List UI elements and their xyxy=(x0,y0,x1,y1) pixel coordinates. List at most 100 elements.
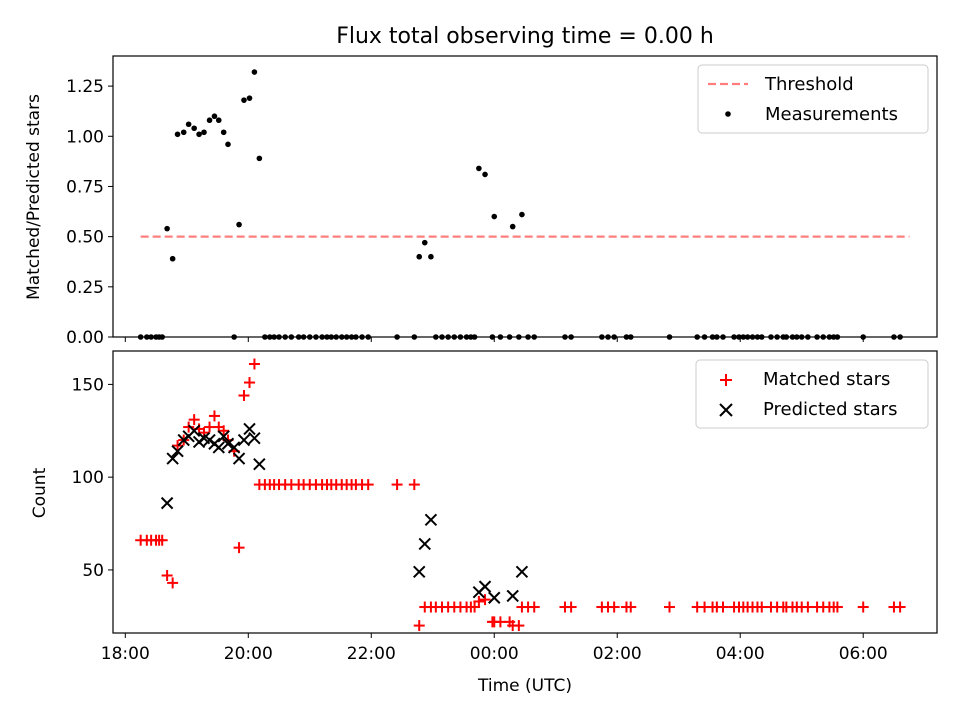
matched-star-marker xyxy=(208,410,220,422)
predicted-star-marker xyxy=(413,565,426,578)
predicted-star-marker xyxy=(237,433,251,447)
top-legend: Threshold Measurements xyxy=(697,64,929,134)
measurement-point xyxy=(191,125,197,132)
measurement-point xyxy=(169,255,176,262)
matched-star-marker xyxy=(469,601,481,613)
measurements-legend-swatch xyxy=(725,111,731,117)
matched-star-marker xyxy=(894,601,906,613)
predicted-star-stroke-b xyxy=(232,452,246,465)
matched-star-marker xyxy=(664,601,676,613)
predicted-star-marker xyxy=(232,452,246,465)
predicted-star-stroke-b xyxy=(212,441,225,454)
predicted-star-stroke-b xyxy=(227,441,241,454)
top-ytick-label: 0.25 xyxy=(66,278,104,298)
bottom-xtick-label: 22:00 xyxy=(347,644,396,664)
top-ytick-label: 0.50 xyxy=(66,228,104,248)
matched-star-marker xyxy=(408,479,420,491)
predicted-star-marker xyxy=(217,430,230,443)
x-axis-label: Time (UTC) xyxy=(477,676,572,696)
top-ytick-label: 0.00 xyxy=(66,328,104,348)
matched-star-marker xyxy=(172,440,184,452)
predicted-star-marker xyxy=(227,441,241,454)
matched-star-marker xyxy=(802,601,814,613)
predicted-star-marker xyxy=(212,441,225,454)
measurement-point xyxy=(236,221,242,228)
top-ytick-label: 1.00 xyxy=(66,127,104,147)
matched-star-marker xyxy=(756,601,768,613)
measurement-point xyxy=(174,131,181,138)
predicted-star-marker xyxy=(171,444,184,458)
predicted-star-stroke-b xyxy=(221,437,235,450)
predicted-star-stroke-b xyxy=(243,422,256,436)
measurement-point xyxy=(211,113,218,120)
matched-star-marker xyxy=(413,620,425,632)
predicted-star-stroke-b xyxy=(166,452,179,465)
predicted-legend-label: Predicted stars xyxy=(763,399,897,420)
top-x-axis-ticks xyxy=(124,337,864,342)
predicted-star-stroke-b xyxy=(171,444,184,458)
bottom-xtick-label: 06:00 xyxy=(839,644,888,664)
measurement-point xyxy=(220,129,227,136)
measurement-point xyxy=(164,225,170,232)
matched-star-marker xyxy=(183,421,195,433)
matched-star-marker xyxy=(473,595,485,607)
bottom-ytick-label: 150 xyxy=(72,375,104,395)
measurement-point xyxy=(416,253,423,260)
predicted-star-stroke-b xyxy=(248,431,261,445)
matched-star-marker xyxy=(167,577,179,589)
matched-star-marker xyxy=(565,601,577,613)
measurement-point xyxy=(256,155,263,162)
bottom-xtick-label: 20:00 xyxy=(224,644,273,664)
threshold-legend-label: Threshold xyxy=(764,74,854,95)
measurement-point xyxy=(509,223,516,230)
predicted-star-stroke-b xyxy=(418,537,431,551)
predicted-star-stroke-b xyxy=(424,513,438,527)
bottom-axes-frame xyxy=(112,350,938,634)
matched-star-marker xyxy=(479,594,491,606)
measurement-point xyxy=(185,121,192,128)
measurement-point xyxy=(196,131,202,138)
matched-star-marker xyxy=(717,601,729,613)
bottom-xtick-label: 04:00 xyxy=(716,644,765,664)
predicted-star-marker xyxy=(248,431,261,445)
matched-star-marker xyxy=(608,601,620,613)
matched-legend-label: Matched stars xyxy=(763,369,890,390)
measurement-point xyxy=(206,117,213,124)
measurement-point xyxy=(225,141,231,148)
matched-legend-swatch xyxy=(720,374,732,386)
matched-star-marker xyxy=(362,479,374,491)
measurement-point xyxy=(180,129,187,136)
predicted-star-stroke-b xyxy=(515,565,529,578)
bottom-legend: Matched stars Predicted stars xyxy=(695,359,929,429)
measurement-point xyxy=(482,171,488,178)
predicted-star-stroke-b xyxy=(187,424,201,437)
top-y-axis-ticks: 0.00 0.25 0.50 0.75 1.00 1.25 xyxy=(66,77,113,348)
predicted-star-stroke-b xyxy=(488,591,501,604)
matched-star-marker xyxy=(248,358,260,370)
chart-title: Flux total observing time = 0.00 h xyxy=(336,24,714,49)
ratio-panel: Flux total observing time = 0.00 h 0.00 0… xyxy=(24,24,938,348)
bottom-ytick-label: 100 xyxy=(72,468,104,488)
bottom-ytick-label: 50 xyxy=(82,561,104,581)
predicted-star-marker xyxy=(515,565,529,578)
matched-star-marker xyxy=(391,479,403,491)
top-y-axis-label: Matched/Predicted stars xyxy=(24,94,44,300)
predicted-star-stroke-b xyxy=(413,565,426,578)
top-ytick-label: 1.25 xyxy=(66,77,104,97)
matched-star-marker xyxy=(204,421,216,433)
bottom-xtick-label: 02:00 xyxy=(593,644,642,664)
predicted-star-stroke-b xyxy=(197,431,211,445)
bottom-y-axis-label: Count xyxy=(30,467,50,518)
matched-star-marker xyxy=(188,414,200,426)
measurement-point xyxy=(519,211,525,218)
matched-star-marker xyxy=(238,390,250,402)
measurement-point xyxy=(428,253,434,260)
measurement-point xyxy=(201,129,207,136)
predicted-star-marker xyxy=(478,580,492,593)
matched-star-marker xyxy=(857,601,869,613)
predicted-star-marker xyxy=(187,424,201,437)
matched-star-marker xyxy=(161,569,173,581)
top-legend-box xyxy=(697,64,929,134)
bottom-y-axis-ticks: 50 100 150 xyxy=(72,375,113,581)
predicted-star-marker xyxy=(221,437,235,450)
